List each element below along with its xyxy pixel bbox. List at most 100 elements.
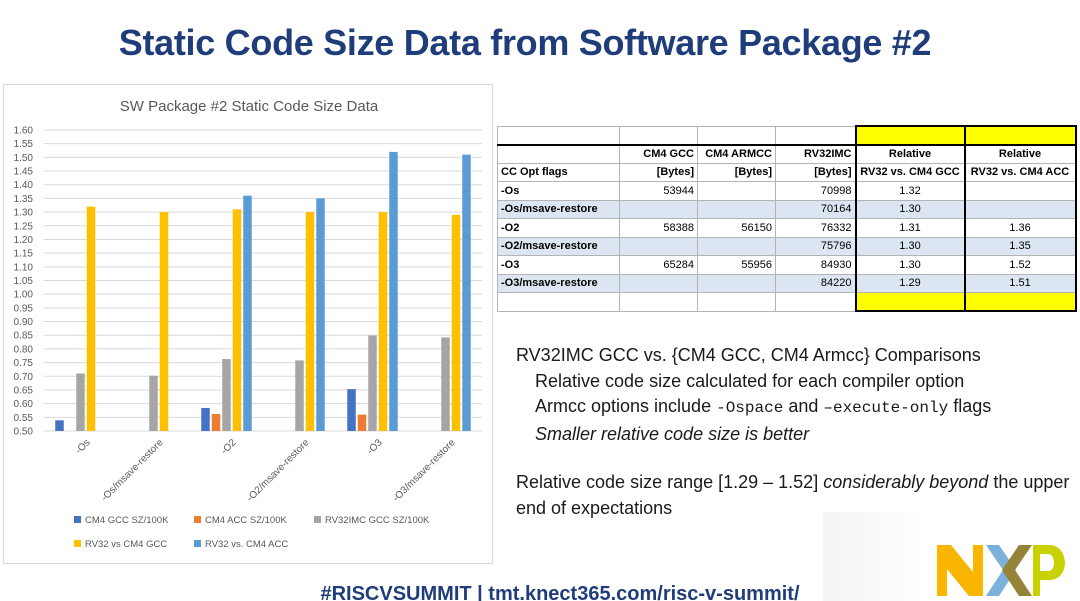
table-cell: 70164 bbox=[775, 199, 856, 219]
y-tick-label: 1.20 bbox=[14, 235, 34, 246]
code-size-table: CM4 GCC CM4 ARMCC RV32IMC Relative Relative C… bbox=[497, 125, 1077, 312]
table-row-label: -Os bbox=[497, 181, 620, 201]
table-blank-cell bbox=[775, 292, 856, 312]
table-cell: 55956 bbox=[697, 255, 776, 275]
ospace-flag: -Ospace bbox=[716, 399, 784, 417]
notes-line-1: Relative code size calculated for each c… bbox=[535, 370, 965, 391]
x-category-label: -O2/msave-restore bbox=[245, 437, 312, 504]
y-tick-label: 0.50 bbox=[14, 427, 34, 438]
notes-line-2: Armcc options include -Ospace and –execu… bbox=[516, 394, 1076, 422]
y-tick-label: 0.55 bbox=[14, 413, 34, 424]
y-tick-label: 1.35 bbox=[14, 194, 34, 205]
table-cell bbox=[697, 273, 776, 293]
table-blank-cell bbox=[497, 292, 620, 312]
bar-cm4-gcc-sz-100k bbox=[55, 420, 64, 431]
legend-label: CM4 ACC SZ/100K bbox=[205, 515, 287, 526]
nxp-logo-area bbox=[823, 512, 1080, 601]
table-cell: 84930 bbox=[775, 255, 856, 275]
table-cell: 58388 bbox=[619, 218, 698, 238]
notes-line-2-b: and bbox=[783, 396, 824, 416]
bar-rv32imc-gcc-sz-100k bbox=[368, 335, 377, 431]
table-blank-cell bbox=[697, 125, 776, 146]
table-row-label: -O3/msave-restore bbox=[497, 273, 620, 293]
y-tick-label: 1.30 bbox=[14, 208, 34, 219]
notes-heading: RV32IMC GCC vs. {CM4 GCC, CM4 Armcc} Com… bbox=[516, 345, 981, 365]
table-cell: 1.32 bbox=[854, 181, 966, 201]
table-cell bbox=[697, 236, 776, 256]
table-row-label: -O2/msave-restore bbox=[497, 236, 620, 256]
nxp-logo-x-right bbox=[1002, 545, 1032, 596]
table-cell: 75796 bbox=[775, 236, 856, 256]
table-cell bbox=[619, 199, 698, 219]
table-header-cell: RV32 vs. CM4 GCC bbox=[854, 162, 966, 182]
table-blank-cell bbox=[619, 292, 698, 312]
y-tick-label: 0.65 bbox=[14, 385, 34, 396]
bar-chart: SW Package #2 Static Code Size Data 1.60 1… bbox=[3, 84, 493, 564]
table-header-cell: [Bytes] bbox=[775, 162, 856, 182]
table-header-cell: CM4 ARMCC bbox=[697, 144, 776, 164]
slide-title: Static Code Size Data from Software Pack… bbox=[118, 22, 932, 63]
y-tick-label: 1.15 bbox=[14, 249, 34, 260]
legend-swatch bbox=[194, 516, 201, 523]
table-cell: 76332 bbox=[775, 218, 856, 238]
table-row-label: -O3 bbox=[497, 255, 620, 275]
y-tick-label: 0.85 bbox=[14, 331, 34, 342]
y-tick-label: 1.50 bbox=[14, 153, 34, 164]
y-tick-label: 0.75 bbox=[14, 358, 34, 369]
table-cell: 70998 bbox=[775, 181, 856, 201]
table-blank-cell bbox=[854, 292, 966, 312]
table-cell: 1.52 bbox=[963, 255, 1077, 275]
bar-rv32imc-gcc-sz-100k bbox=[149, 375, 158, 431]
table-header-cell: [Bytes] bbox=[697, 162, 776, 182]
table-blank-cell bbox=[697, 292, 776, 312]
x-category-label: -O2 bbox=[219, 437, 239, 457]
y-tick-label: 1.45 bbox=[14, 167, 34, 178]
notes-line-2-c: flags bbox=[948, 396, 992, 416]
table-cell: 1.30 bbox=[854, 255, 966, 275]
table-row-label: -Os/msave-restore bbox=[497, 199, 620, 219]
notes-line-3: Smaller relative code size is better bbox=[535, 423, 810, 444]
table-cell bbox=[619, 236, 698, 256]
bar-rv32-vs-cm4-gcc bbox=[305, 212, 315, 431]
legend-swatch bbox=[194, 540, 201, 547]
nxp-logo-p bbox=[1033, 545, 1065, 596]
legend-swatch bbox=[74, 516, 81, 523]
y-tick-label: 1.55 bbox=[14, 139, 34, 150]
table-cell bbox=[619, 273, 698, 293]
table-header-cell: [Bytes] bbox=[619, 162, 698, 182]
footer-text: #RISCVSUMMIT | tmt.knect365.com/risc-v-s… bbox=[320, 583, 800, 601]
legend-swatch bbox=[314, 516, 321, 523]
table-blank-cell bbox=[963, 292, 1077, 312]
nxp-logo-n bbox=[937, 545, 983, 596]
table-header-cell bbox=[497, 144, 620, 164]
table-cell bbox=[697, 199, 776, 219]
bar-rv32-vs-cm4-acc bbox=[389, 151, 398, 431]
y-tick-label: 1.60 bbox=[14, 126, 34, 137]
bar-rv32-vs-cm4-acc bbox=[316, 198, 325, 431]
notes-paragraph-2: Relative code size range [1.29 – 1.52] c… bbox=[516, 470, 1076, 521]
table-cell: 1.36 bbox=[963, 218, 1077, 238]
y-tick-label: 1.00 bbox=[14, 290, 34, 301]
bar-rv32-vs-cm4-gcc bbox=[451, 214, 461, 431]
x-category-label: -Os bbox=[73, 437, 92, 456]
table-cell: 1.29 bbox=[854, 273, 966, 293]
table-blank-cell bbox=[775, 125, 856, 146]
x-category-label: -O3 bbox=[365, 437, 385, 457]
notes-p2-emphasis: considerably beyond bbox=[823, 472, 989, 492]
bar-rv32imc-gcc-sz-100k bbox=[76, 373, 85, 431]
y-tick-label: 0.60 bbox=[14, 399, 34, 410]
bar-rv32-vs-cm4-gcc bbox=[159, 212, 169, 431]
table-header-cell: Relative bbox=[854, 144, 966, 164]
bar-rv32-vs-cm4-gcc bbox=[86, 206, 96, 431]
notes-block: RV32IMC GCC vs. {CM4 GCC, CM4 Armcc} Com… bbox=[516, 343, 1076, 521]
table-cell bbox=[963, 181, 1077, 201]
y-tick-label: 1.25 bbox=[14, 221, 34, 232]
table-cell: 1.51 bbox=[963, 273, 1077, 293]
table-header-cell: Relative bbox=[963, 144, 1077, 164]
y-tick-label: 1.05 bbox=[14, 276, 34, 287]
bar-cm4-acc-sz-100k bbox=[357, 414, 367, 431]
table-cell: 1.35 bbox=[963, 236, 1077, 256]
y-tick-label: 0.95 bbox=[14, 303, 34, 314]
bar-rv32-vs-cm4-acc bbox=[243, 195, 252, 431]
table-cell: 1.31 bbox=[854, 218, 966, 238]
